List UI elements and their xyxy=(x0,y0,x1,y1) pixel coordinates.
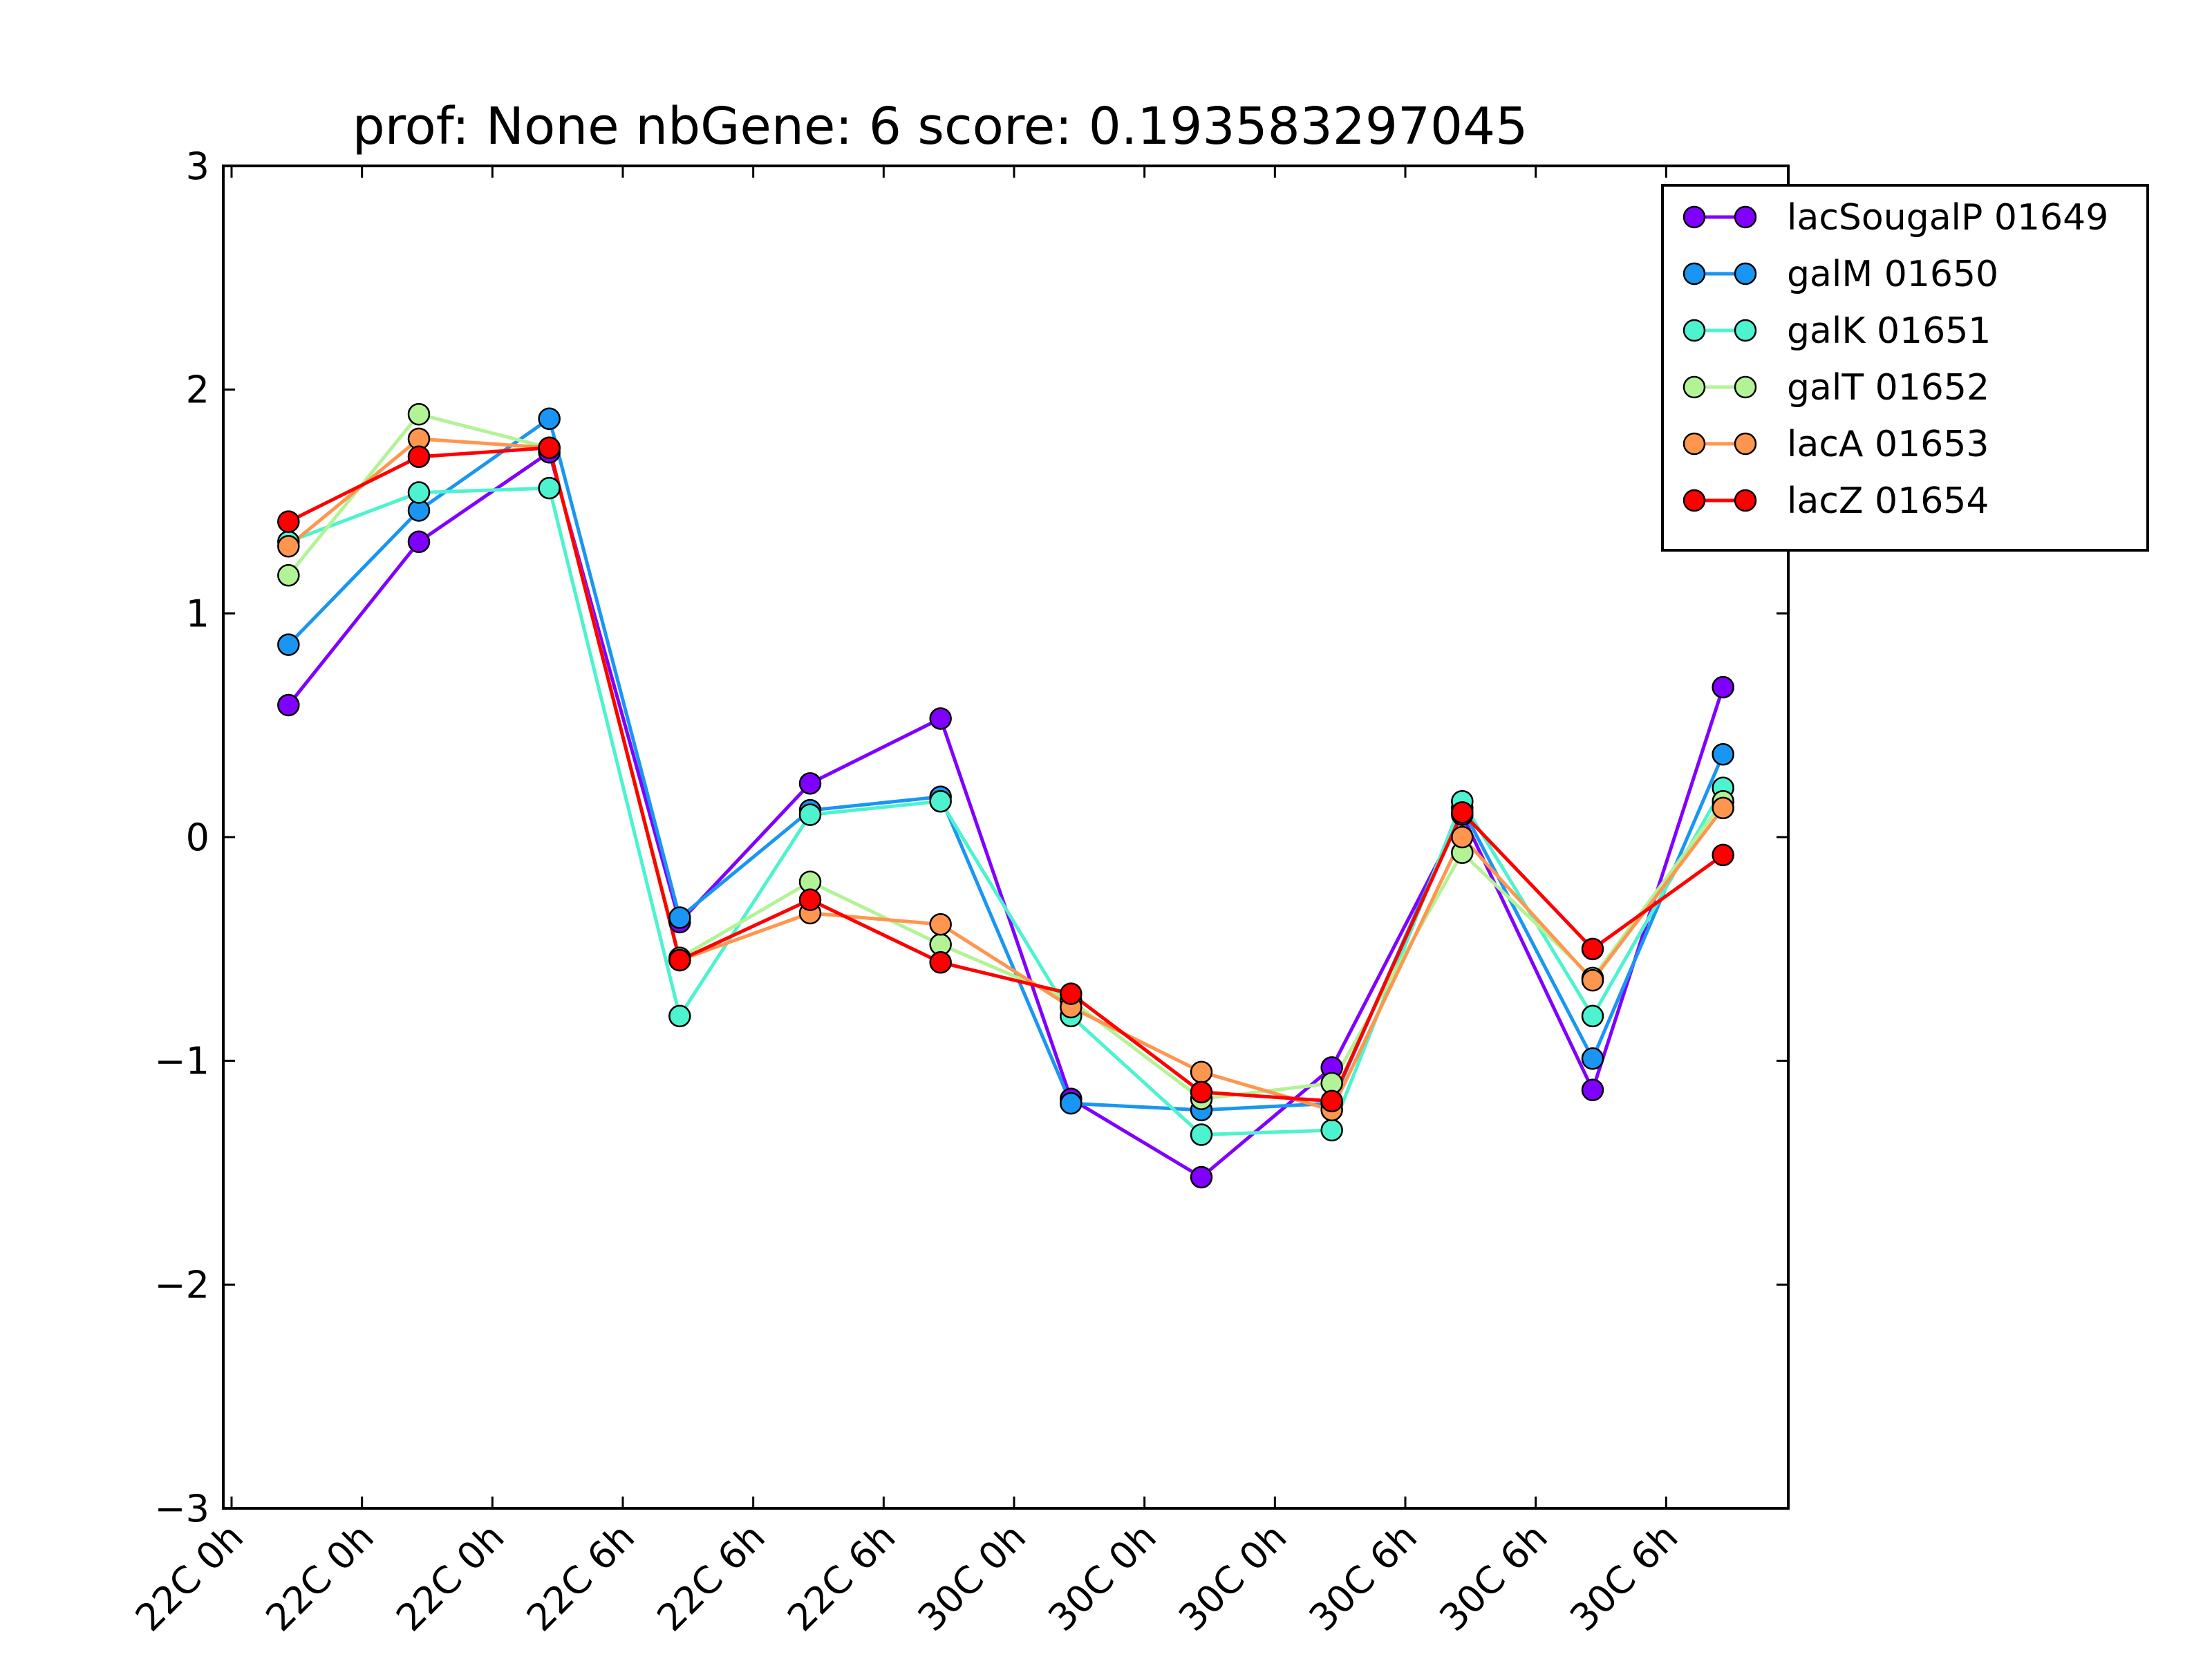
data-point xyxy=(1190,1123,1213,1146)
legend-marker xyxy=(1683,489,1706,512)
data-point xyxy=(1190,1060,1213,1084)
legend-marker xyxy=(1734,205,1757,229)
data-point xyxy=(538,476,561,500)
y-tick-label: −3 xyxy=(154,1487,209,1530)
legend-label: galT 01652 xyxy=(1787,367,1989,409)
data-point xyxy=(1581,1047,1604,1070)
data-point xyxy=(929,951,952,974)
y-tick-label: 0 xyxy=(186,816,209,859)
y-tick-label: 2 xyxy=(186,368,209,412)
data-point xyxy=(277,693,300,717)
legend-frame xyxy=(1661,184,2149,552)
data-point xyxy=(798,888,822,911)
legend-marker xyxy=(1734,489,1757,512)
data-point xyxy=(1712,843,1734,867)
data-point xyxy=(1060,982,1082,1005)
legend-marker xyxy=(1683,319,1706,342)
data-point xyxy=(407,403,431,426)
data-point xyxy=(668,1004,691,1028)
legend-label: galK 01651 xyxy=(1787,310,1991,352)
legend-marker xyxy=(1734,262,1757,285)
data-point xyxy=(1581,937,1604,961)
data-point xyxy=(1712,742,1734,766)
series-line xyxy=(288,446,1725,1103)
data-point xyxy=(1712,796,1734,820)
legend: lacSougalP 01649 galM 01650 galK 01651 galT… xyxy=(1661,184,2149,552)
series-line xyxy=(287,412,1725,1101)
chart-title: prof: None nbGene: 6 score: 0.1935832970… xyxy=(353,97,1528,156)
series-line xyxy=(287,437,1725,1112)
data-point xyxy=(407,445,431,469)
data-point xyxy=(1581,1004,1604,1028)
data-point xyxy=(1320,1089,1343,1113)
data-point xyxy=(668,906,691,929)
legend-marker xyxy=(1683,432,1706,456)
data-point xyxy=(277,633,300,656)
legend-marker xyxy=(1734,432,1757,456)
data-point xyxy=(1451,801,1474,824)
data-point xyxy=(668,948,691,972)
data-point xyxy=(1581,1078,1604,1101)
legend-marker xyxy=(1734,375,1757,399)
series-line xyxy=(287,417,1725,1112)
data-point xyxy=(798,772,822,795)
data-point xyxy=(929,912,952,936)
data-point xyxy=(929,789,952,813)
data-point xyxy=(1060,1091,1082,1115)
y-tick-label: −2 xyxy=(154,1263,209,1306)
legend-label: lacA 01653 xyxy=(1787,424,1989,465)
legend-marker xyxy=(1683,262,1706,285)
data-point xyxy=(407,530,431,554)
legend-marker xyxy=(1683,205,1706,229)
data-point xyxy=(798,803,822,826)
data-point xyxy=(277,564,300,587)
data-point xyxy=(929,707,952,730)
y-tick-label: 1 xyxy=(186,592,209,635)
legend-label: lacSougalP 01649 xyxy=(1787,197,2108,238)
legend-marker xyxy=(1734,319,1757,342)
data-point xyxy=(1581,968,1604,992)
legend-label: lacZ 01654 xyxy=(1787,480,1989,522)
data-point xyxy=(1320,1118,1343,1142)
legend-marker xyxy=(1683,375,1706,399)
legend-label: galM 01650 xyxy=(1787,254,1998,295)
data-point xyxy=(1712,675,1734,699)
data-point xyxy=(277,534,300,558)
data-point xyxy=(538,407,561,430)
data-point xyxy=(1190,1165,1213,1189)
y-tick-label: 3 xyxy=(186,144,209,188)
data-point xyxy=(407,481,431,504)
y-tick-label: −1 xyxy=(154,1040,209,1083)
data-point xyxy=(1190,1080,1213,1104)
data-point xyxy=(277,510,300,533)
data-point xyxy=(1451,825,1474,849)
data-point xyxy=(538,436,561,460)
